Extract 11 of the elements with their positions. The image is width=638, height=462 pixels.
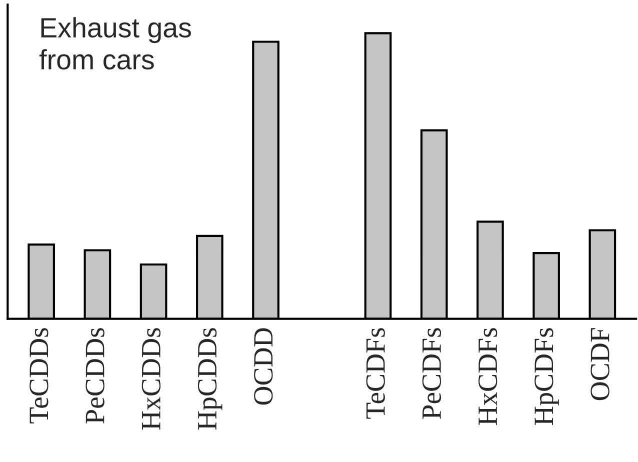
- x-tick-label: HpCDFs: [534, 328, 559, 426]
- x-tick-label: HxCDDs: [142, 328, 160, 430]
- x-tick-label: PeCDFs: [422, 328, 442, 419]
- x-tick-label: PeCDDs: [86, 328, 104, 424]
- x-tick-label: OCDF: [590, 328, 610, 400]
- x-tick-label: HpCDDs: [198, 328, 222, 430]
- x-tick-label: TeCDFs: [366, 328, 385, 419]
- annotation: Exhaust gas from cars: [39, 17, 191, 70]
- x-tick-label: OCDD: [254, 328, 273, 405]
- x-tick-label: HxCDFs: [478, 328, 498, 426]
- x-tick-label: TeCDDs: [30, 328, 48, 424]
